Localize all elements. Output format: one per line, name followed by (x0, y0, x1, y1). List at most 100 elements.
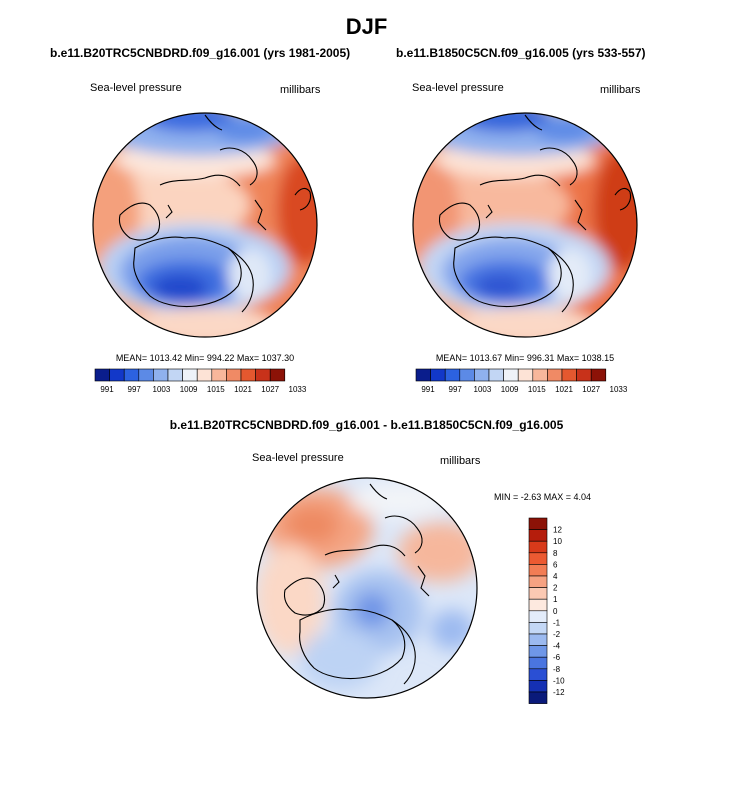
colorbar-swatch (590, 368, 607, 382)
panel1-stats: MEAN= 1013.42 Min= 994.22 Max= 1037.30 (116, 353, 294, 363)
panel3-field (257, 482, 477, 690)
panel2-map (412, 112, 638, 338)
colorbar-tick-label: -8 (553, 665, 561, 674)
panel2-colorbar: 991 997 1003 1009 1015 1021 1027 1033 (415, 368, 628, 394)
colorbar-tick-label: 6 (553, 560, 558, 569)
colorbar-swatch (415, 368, 431, 382)
colorbar-tick-label: 991 (421, 385, 435, 394)
colorbar-tick-label: -12 (553, 688, 565, 697)
colorbar-swatch (547, 368, 563, 382)
colorbar-tick-label: 997 (449, 385, 463, 394)
colorbar-tick-label: -1 (553, 618, 561, 627)
panel1-colorbar: 991 997 1003 1009 1015 1021 1027 1033 (94, 368, 307, 394)
colorbar-tick-label: 2 (553, 584, 558, 593)
panel1-map-border (92, 112, 318, 338)
colorbar-tick-label: 1027 (582, 385, 600, 394)
panel2-map-border (412, 112, 638, 338)
colorbar-tick-label: 1027 (261, 385, 279, 394)
colorbar-tick-label: -4 (553, 642, 561, 651)
colorbar-swatch (123, 368, 140, 382)
colorbar-swatch (528, 529, 548, 542)
colorbar-tick-label: 1015 (528, 385, 546, 394)
panel3-variable: Sea-level pressure (252, 452, 344, 464)
colorbar-swatch (211, 368, 227, 382)
colorbar-tick-label: 10 (553, 537, 562, 546)
colorbar-tick-label: 1 (553, 595, 558, 604)
colorbar-tick-label: 991 (100, 385, 114, 394)
colorbar-swatch (153, 368, 169, 382)
colorbar-tick-label: -6 (553, 653, 561, 662)
colorbar-tick-label: 1033 (610, 385, 628, 394)
colorbar-swatch (528, 633, 548, 646)
colorbar-tick-label: 12 (553, 526, 562, 535)
colorbar-swatch (94, 368, 110, 382)
colorbar-swatch (167, 368, 183, 382)
colorbar-tick-label: 1009 (180, 385, 198, 394)
colorbar-swatch (528, 598, 548, 612)
panel2-title: b.e11.B1850C5CN.f09_g16.005 (yrs 533-557… (396, 46, 646, 60)
colorbar-swatch (255, 368, 271, 382)
colorbar-tick-label: 4 (553, 572, 558, 581)
panel2-coastlines (438, 114, 632, 313)
colorbar-tick-label: -2 (553, 630, 561, 639)
panel3-title: b.e11.B20TRC5CNBDRD.f09_g16.001 - b.e11.… (169, 418, 564, 432)
colorbar-tick-label: 1003 (474, 385, 492, 394)
colorbar-tick-label: 1033 (289, 385, 307, 394)
panel3-units: millibars (440, 455, 481, 467)
colorbar-tick-label: -10 (553, 676, 565, 685)
colorbar-swatch (528, 622, 548, 635)
colorbar-swatch (528, 691, 548, 704)
colorbar-tick-label: 997 (128, 385, 142, 394)
colorbar-swatch (528, 575, 548, 588)
colorbar-tick-label: 1015 (207, 385, 225, 394)
colorbar-swatch (528, 680, 548, 693)
colorbar-swatch (528, 656, 548, 670)
colorbar-swatch (576, 368, 592, 382)
panel3-map-border (256, 477, 478, 699)
colorbar-swatch (532, 368, 548, 382)
panel1-coastlines (118, 114, 312, 313)
figure-title: DJF (345, 14, 388, 39)
colorbar-swatch (269, 368, 286, 382)
colorbar-swatch (109, 368, 125, 382)
colorbar-swatch (226, 368, 242, 382)
colorbar-swatch (561, 368, 577, 382)
panel2-stats: MEAN= 1013.67 Min= 996.31 Max= 1038.15 (436, 353, 614, 363)
colorbar-tick-label: 1021 (234, 385, 252, 394)
colorbar-swatch (528, 668, 548, 681)
colorbar-swatch (459, 368, 475, 382)
colorbar-swatch (503, 368, 519, 382)
colorbar-tick-label: 8 (553, 549, 558, 558)
panel3-coastlines (283, 483, 430, 685)
colorbar-swatch (517, 368, 534, 382)
colorbar-swatch (528, 587, 548, 600)
panel1-map (92, 112, 318, 338)
colorbar-swatch (182, 368, 198, 382)
panel2-variable: Sea-level pressure (412, 82, 504, 94)
colorbar-tick-label: 0 (553, 607, 558, 616)
colorbar-swatch (528, 552, 548, 565)
colorbar-swatch (444, 368, 461, 382)
colorbar-tick-label: 1003 (153, 385, 171, 394)
colorbar-swatch (240, 368, 256, 382)
panel1-units: millibars (280, 84, 321, 96)
panel1-title: b.e11.B20TRC5CNBDRD.f09_g16.001 (yrs 198… (50, 46, 351, 60)
colorbar-swatch (528, 517, 548, 530)
colorbar-swatch (430, 368, 446, 382)
panel3-stats: MIN = -2.63 MAX = 4.04 (494, 492, 592, 502)
colorbar-swatch (528, 645, 548, 658)
colorbar-tick-label: 1009 (501, 385, 519, 394)
colorbar-swatch (528, 540, 548, 554)
colorbar-swatch (488, 368, 504, 382)
colorbar-tick-label: 1021 (555, 385, 573, 394)
panel1-variable: Sea-level pressure (90, 82, 182, 94)
panel2-units: millibars (600, 84, 641, 96)
colorbar-swatch (138, 368, 154, 382)
panel3-map (256, 477, 478, 699)
colorbar-swatch (528, 610, 548, 623)
colorbar-swatch (196, 368, 213, 382)
colorbar-swatch (528, 564, 548, 577)
colorbar-swatch (474, 368, 490, 382)
